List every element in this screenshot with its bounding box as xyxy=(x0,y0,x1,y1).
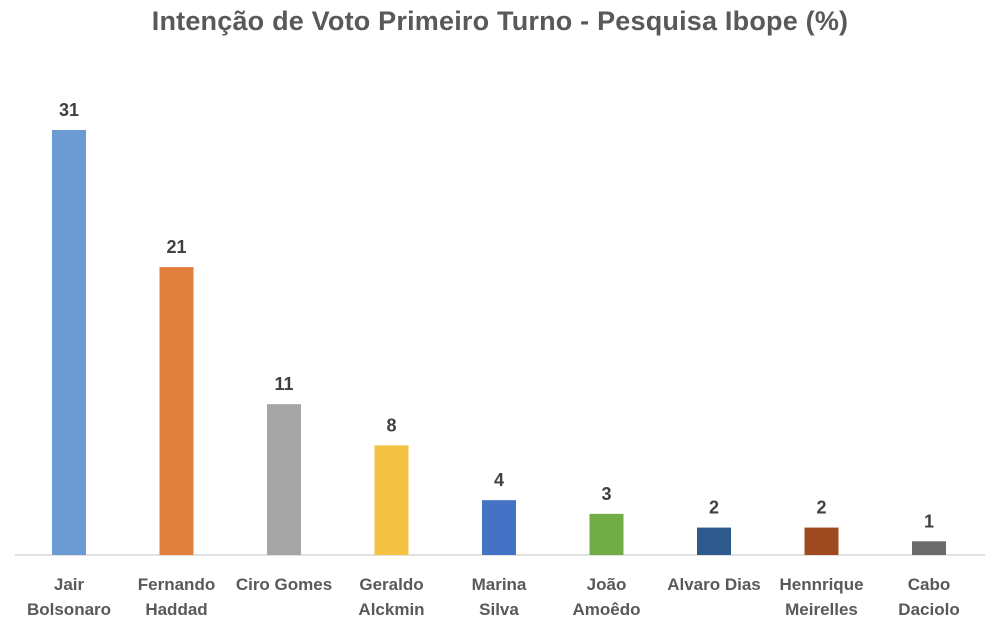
value-label-0: 31 xyxy=(59,100,79,120)
value-label-4: 4 xyxy=(494,470,504,490)
category-label-0: Jair Bolsonaro xyxy=(27,575,111,619)
category-label-4: Marina Silva xyxy=(472,575,527,619)
category-label-2: Ciro Gomes xyxy=(236,575,332,594)
bar-1 xyxy=(159,267,194,555)
bar-7 xyxy=(804,527,839,555)
bars-group xyxy=(52,130,946,555)
category-label-8: Cabo Daciolo xyxy=(898,575,959,619)
category-label-3: Geraldo Alckmin xyxy=(358,575,424,619)
chart-title: Intenção de Voto Primeiro Turno - Pesqui… xyxy=(151,6,849,36)
bar-5 xyxy=(589,513,624,555)
category-label-6: Alvaro Dias xyxy=(667,575,761,594)
bar-2 xyxy=(267,404,301,555)
value-label-6: 2 xyxy=(709,498,719,518)
bar-4 xyxy=(482,500,516,555)
bar-6 xyxy=(697,527,731,555)
value-label-3: 8 xyxy=(386,415,396,435)
value-label-7: 2 xyxy=(816,498,826,518)
value-label-8: 1 xyxy=(924,511,934,531)
category-label-1: Fernando Haddad xyxy=(138,575,215,619)
category-labels-group: Jair Bolsonaro Fernando Haddad Ciro Gomes Ger… xyxy=(27,575,960,619)
category-label-7: Hennrique Meirelles xyxy=(779,575,863,619)
value-label-2: 11 xyxy=(274,374,293,394)
value-label-5: 3 xyxy=(601,484,611,504)
bar-8 xyxy=(912,541,946,555)
category-label-5: João Amoêdo xyxy=(573,575,641,619)
bar-0 xyxy=(52,130,86,555)
bar-3 xyxy=(374,445,409,555)
value-label-1: 21 xyxy=(166,237,186,257)
